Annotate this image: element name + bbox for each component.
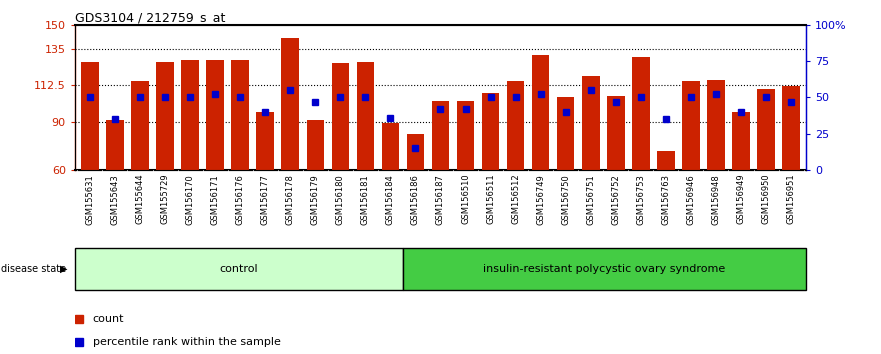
Text: GSM156187: GSM156187 [436,174,445,225]
Text: GSM156763: GSM156763 [662,174,670,225]
Text: GSM156750: GSM156750 [561,174,570,224]
Text: GSM155643: GSM155643 [110,174,120,224]
Bar [582,76,599,170]
Bar [707,80,725,170]
Text: control: control [219,264,258,274]
Text: GSM155631: GSM155631 [85,174,94,224]
Bar [107,120,123,170]
Bar [156,62,174,170]
Text: GSM155644: GSM155644 [136,174,144,224]
Text: GSM156751: GSM156751 [586,174,596,224]
Text: disease state: disease state [1,264,66,274]
Text: ▶: ▶ [60,264,68,274]
Bar [432,101,449,170]
Text: GSM156753: GSM156753 [636,174,646,225]
Bar [482,92,500,170]
Bar [357,62,374,170]
Text: GSM156178: GSM156178 [285,174,295,225]
Text: count: count [93,314,124,325]
Bar [256,112,274,170]
Text: GSM156948: GSM156948 [712,174,721,224]
Text: GSM156749: GSM156749 [537,174,545,224]
Bar [331,63,349,170]
Text: GSM156177: GSM156177 [261,174,270,225]
Text: GSM156511: GSM156511 [486,174,495,224]
Bar [75,248,403,290]
Bar [657,150,675,170]
Bar [632,57,649,170]
Bar [407,135,425,170]
Text: GSM156752: GSM156752 [611,174,620,224]
Bar [381,123,399,170]
Text: GSM156170: GSM156170 [186,174,195,224]
Bar [181,60,199,170]
Text: GSM156179: GSM156179 [311,174,320,224]
Text: GSM156512: GSM156512 [511,174,520,224]
Bar [557,97,574,170]
Text: GDS3104 / 212759_s_at: GDS3104 / 212759_s_at [75,11,226,24]
Text: percentile rank within the sample: percentile rank within the sample [93,337,280,348]
Text: GSM156181: GSM156181 [361,174,370,224]
Bar [206,60,224,170]
Bar [81,62,99,170]
Text: GSM156510: GSM156510 [461,174,470,224]
Bar [758,89,774,170]
Text: GSM156951: GSM156951 [787,174,796,224]
Text: GSM156950: GSM156950 [761,174,771,224]
Text: GSM156186: GSM156186 [411,174,420,225]
Text: GSM156176: GSM156176 [235,174,245,225]
Bar [607,96,625,170]
Bar [732,112,750,170]
Text: GSM156184: GSM156184 [386,174,395,224]
Bar [403,248,806,290]
Bar [682,81,700,170]
Bar [507,81,524,170]
Text: GSM156171: GSM156171 [211,174,219,224]
Text: GSM156946: GSM156946 [686,174,695,224]
Bar [782,86,800,170]
Text: GSM156949: GSM156949 [737,174,745,224]
Bar [131,81,149,170]
Bar [307,120,324,170]
Bar [532,56,550,170]
Text: insulin-resistant polycystic ovary syndrome: insulin-resistant polycystic ovary syndr… [484,264,726,274]
Bar [282,38,299,170]
Bar [232,60,249,170]
Bar [456,101,474,170]
Text: GSM156180: GSM156180 [336,174,344,224]
Text: GSM155729: GSM155729 [160,174,169,224]
